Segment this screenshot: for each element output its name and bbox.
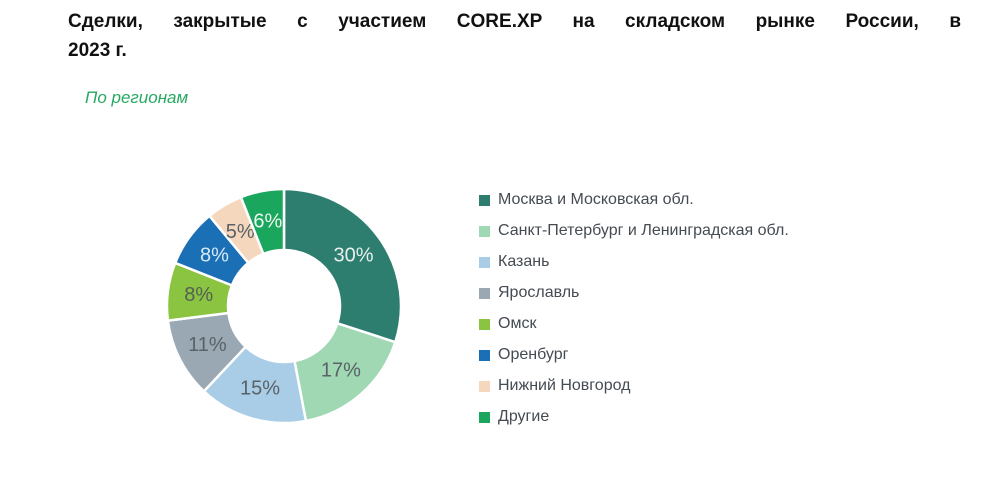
pie-slice-8	[239, 187, 286, 256]
page-title-line-2: 2023 г.	[68, 40, 127, 61]
legend-swatch-icon	[479, 287, 490, 299]
chart-legend: Москва и Московская обл. Санкт-Петербург …	[479, 189, 789, 437]
legend-item-6: Оренбург	[479, 344, 789, 366]
legend-swatch-icon	[479, 318, 490, 330]
legend-item-3: Казань	[479, 251, 789, 273]
pie-slice-1	[282, 187, 403, 344]
legend-item-8: Другие	[479, 406, 789, 428]
legend-swatch-icon	[479, 225, 490, 237]
legend-swatch-icon	[479, 411, 490, 423]
legend-label: Казань	[498, 253, 550, 270]
legend-label: Омск	[498, 315, 537, 332]
slice-label-4: 11%	[188, 334, 227, 356]
legend-label: Ярославль	[498, 284, 580, 301]
legend-label: Санкт-Петербург и Ленинградская обл.	[498, 222, 789, 239]
legend-swatch-icon	[479, 194, 490, 206]
legend-label: Нижний Новгород	[498, 377, 631, 394]
slice-label-8: 6%	[253, 211, 282, 233]
legend-label: Другие	[498, 408, 550, 425]
slice-label-2: 17%	[321, 360, 361, 382]
legend-label: Москва и Московская обл.	[498, 191, 694, 208]
legend-swatch-icon	[479, 256, 490, 268]
slice-label-1: 30%	[334, 244, 374, 266]
legend-label: Оренбург	[498, 346, 569, 363]
slice-label-3: 15%	[240, 378, 280, 400]
chart-subtitle: По регионам	[85, 88, 189, 107]
donut-chart-container: 30% 17% 15% 11% 8% 8% 5% 6%	[152, 174, 416, 438]
donut-chart: 30%17%15%11%8%8%5%6%	[165, 187, 403, 425]
legend-swatch-icon	[479, 349, 490, 361]
page-title: Сделки, закрытые с участием CORE.XP на с…	[68, 7, 961, 65]
legend-item-2: Санкт-Петербург и Ленинградская обл.	[479, 220, 789, 242]
legend-item-5: Омск	[479, 313, 789, 335]
legend-item-4: Ярославль	[479, 282, 789, 304]
page-title-line-1: Сделки, закрытые с участием CORE.XP на с…	[68, 11, 961, 32]
legend-item-1: Москва и Московская обл.	[479, 189, 789, 211]
legend-item-7: Нижний Новгород	[479, 375, 789, 397]
legend-swatch-icon	[479, 380, 490, 392]
slice-label-7: 5%	[226, 221, 255, 243]
slice-label-5: 8%	[184, 284, 213, 306]
slice-label-6: 8%	[200, 244, 229, 266]
